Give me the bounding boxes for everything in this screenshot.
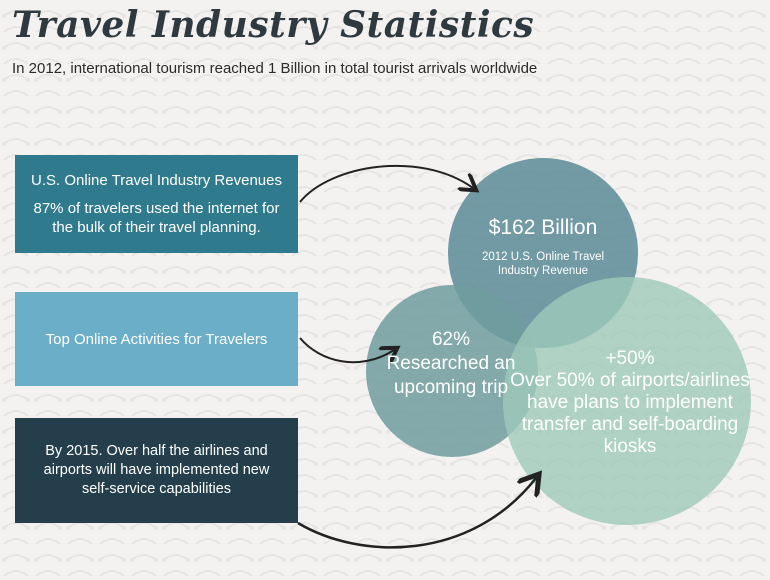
revenue-circle-value: $162 Billion (488, 216, 598, 239)
kiosk-circle (503, 277, 751, 525)
kiosk-circle-value: +50% (605, 348, 655, 369)
page-subtitle: In 2012, international tourism reached 1… (12, 60, 538, 77)
self-service-box-text: By 2015. Over half the airlines and airp… (43, 443, 270, 497)
arrow-revenue (299, 164, 473, 203)
activities-box: Top Online Activities for Travelers (15, 292, 298, 386)
research-circle-value: 62% (431, 329, 471, 350)
page-title: Travel Industry Statistics (12, 4, 535, 46)
arrow-activities (299, 337, 394, 362)
revenue-box: U.S. Online Travel Industry Revenues 87%… (15, 155, 298, 253)
arrow-self-service (297, 478, 536, 549)
self-service-box: By 2015. Over half the airlines and airp… (15, 418, 298, 523)
revenue-circle-label: 2012 U.S. Online Travel Industry Revenue (481, 251, 605, 277)
kiosk-circle-label: Over 50% of airports/airlines have plans… (510, 370, 750, 457)
research-circle (366, 285, 538, 457)
revenue-box-text: 87% of travelers used the internet for t… (33, 199, 280, 236)
research-circle-label: Researched an upcoming trip (386, 353, 516, 398)
kiosk-circle-text: +50% Over 50% of airports/airlines have … (505, 348, 755, 458)
research-circle-text: 62% Researched an upcoming trip (378, 328, 524, 400)
revenue-box-heading: U.S. Online Travel Industry Revenues (31, 171, 282, 189)
activities-box-heading: Top Online Activities for Travelers (45, 330, 268, 348)
